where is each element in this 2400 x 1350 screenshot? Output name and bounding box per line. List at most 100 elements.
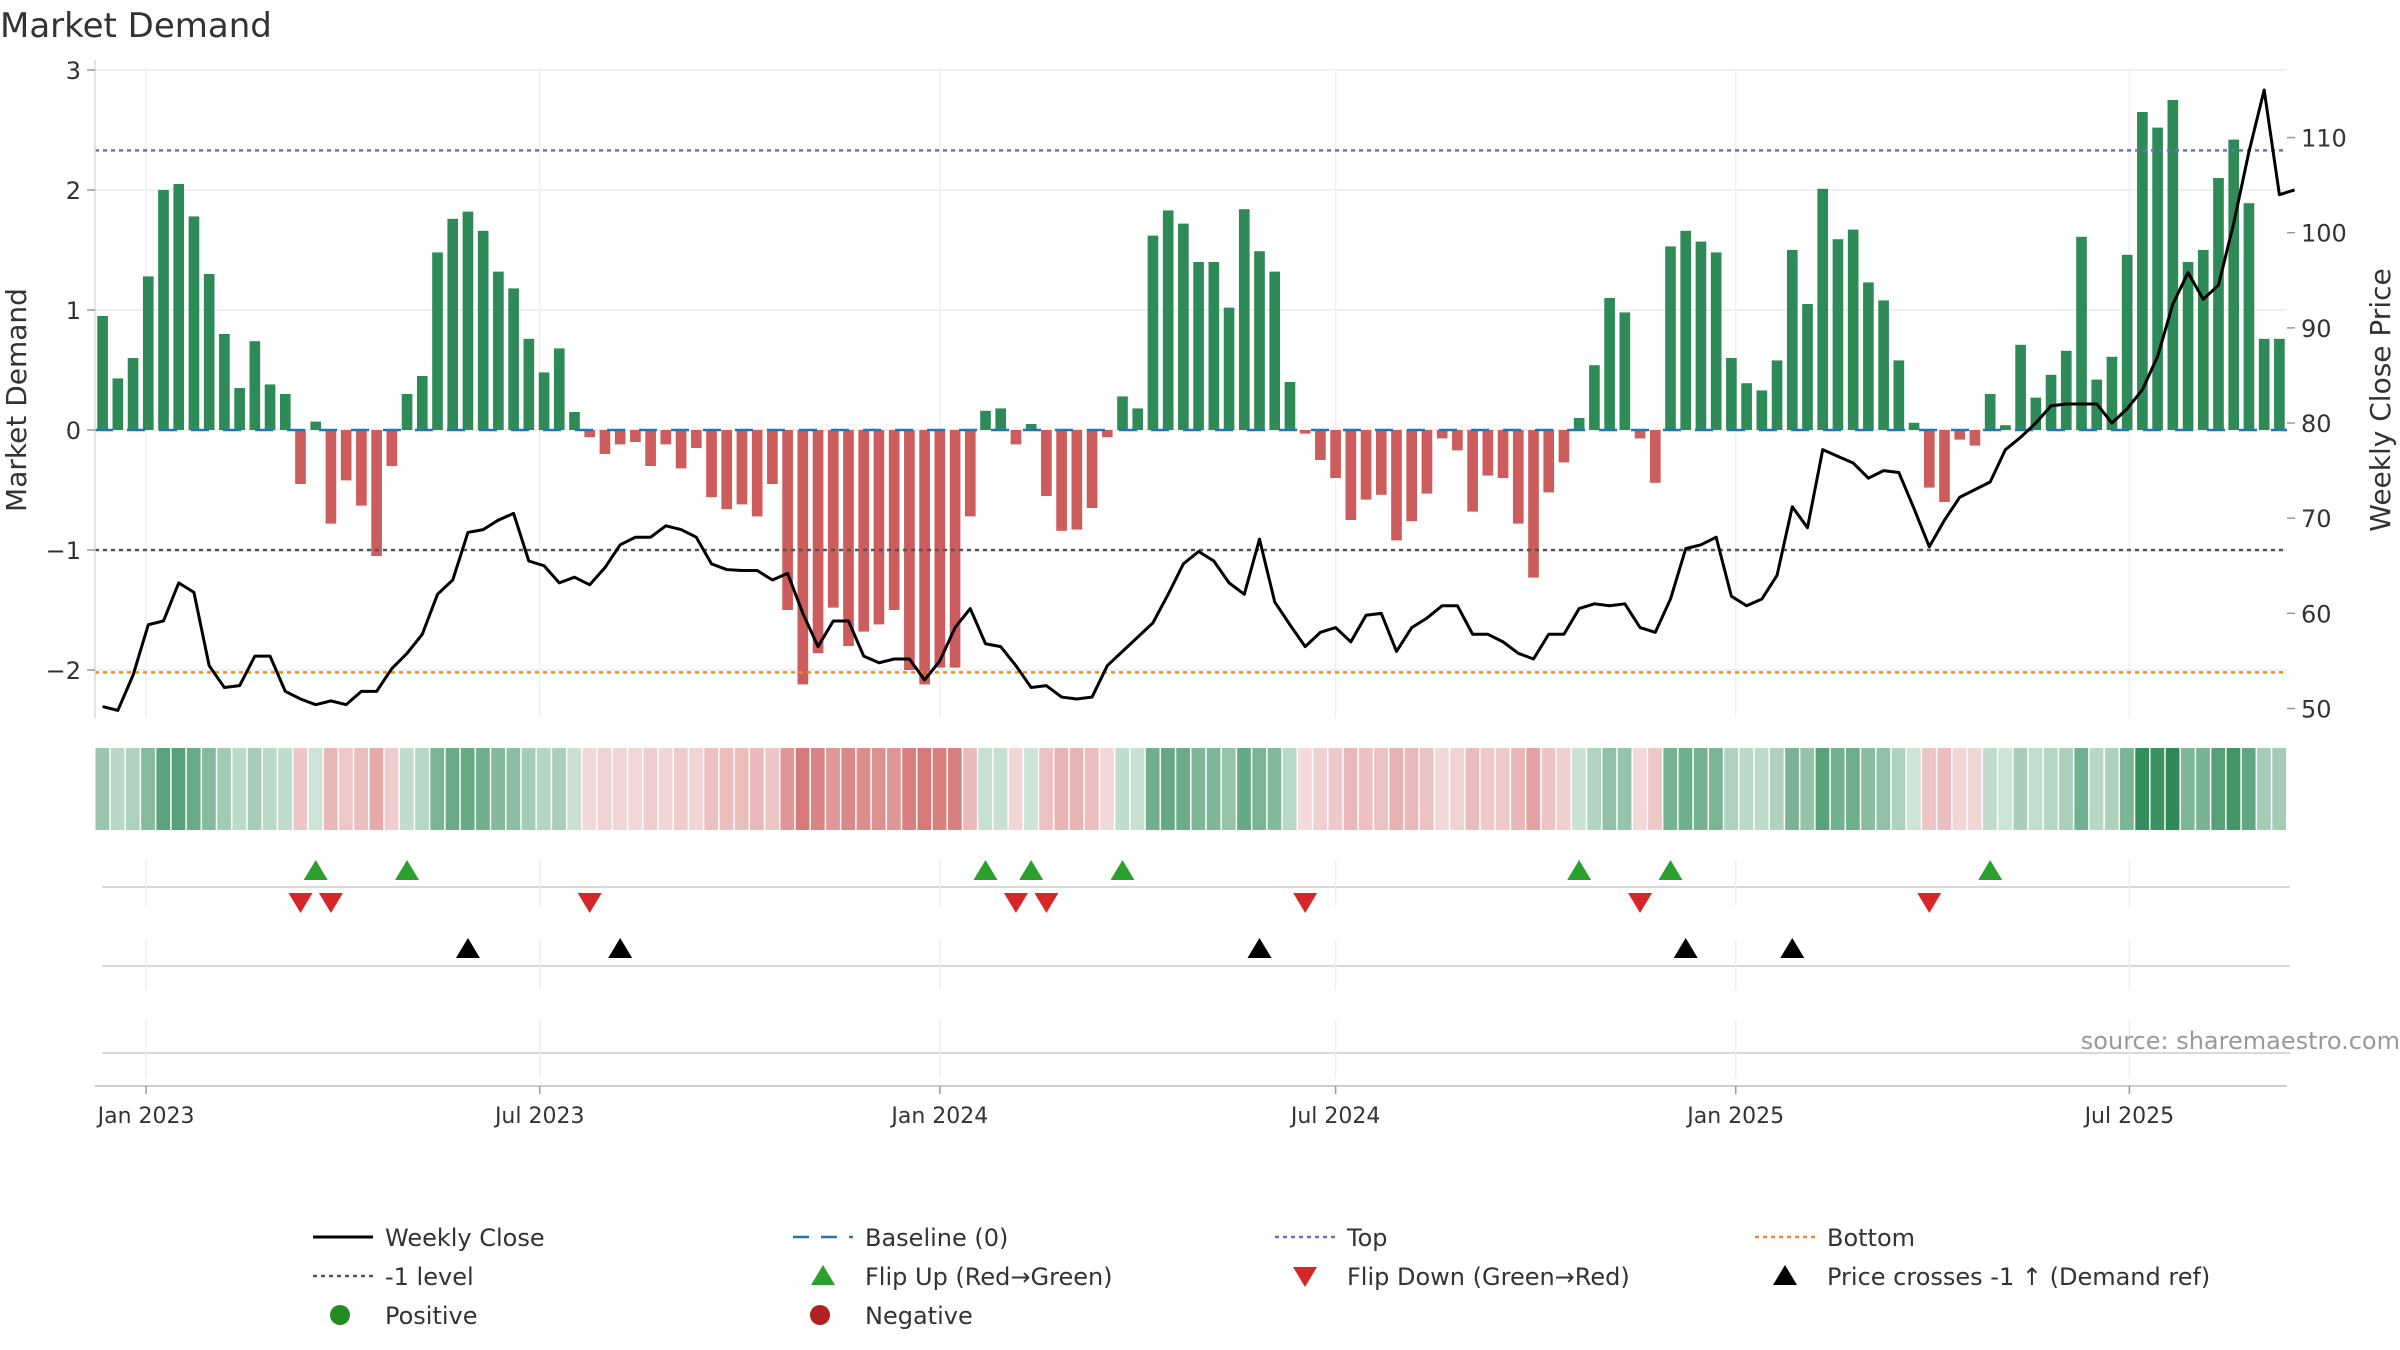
positive-demand-bar bbox=[112, 378, 124, 430]
flip-down-marker bbox=[1628, 893, 1653, 913]
x-tick-label: Jan 2023 bbox=[96, 1104, 195, 1129]
y-tick-label: 1 bbox=[66, 297, 81, 325]
y-axis-label: Market Demand bbox=[0, 288, 33, 512]
strip-cell-positive bbox=[1176, 748, 1190, 830]
flip-up-marker bbox=[1658, 860, 1683, 880]
flip-up-marker bbox=[1567, 860, 1592, 880]
flip-down-marker bbox=[1003, 893, 1028, 913]
legend-item: Price crosses -1 ↑ (Demand ref) bbox=[1773, 1263, 2210, 1291]
negative-demand-bar bbox=[1467, 430, 1478, 512]
strip-cell-positive bbox=[1983, 748, 1997, 830]
strip-cell-positive bbox=[2165, 748, 2180, 830]
strip-cell-negative bbox=[1648, 748, 1662, 830]
positive-demand-bar bbox=[1665, 246, 1676, 430]
y2-tick-label: 80 bbox=[2301, 410, 2332, 438]
negative-demand-bar bbox=[356, 430, 367, 506]
strip-cell-positive bbox=[978, 748, 993, 830]
strip-cell-positive bbox=[308, 748, 323, 830]
positive-demand-bar bbox=[2030, 397, 2042, 430]
positive-demand-bar bbox=[1832, 239, 1844, 430]
flip-down-legend-icon bbox=[1293, 1267, 1317, 1287]
strip-cell-positive bbox=[1769, 748, 1784, 830]
strip-cell-negative bbox=[1952, 748, 1967, 830]
strip-cell-positive bbox=[2059, 748, 2073, 830]
y-tick-label: 3 bbox=[66, 57, 81, 85]
axes: 3 2 1 0 −1 −2 110 100 90 80 70 60 50 bbox=[46, 57, 2347, 723]
strip-cell-positive bbox=[1206, 748, 1221, 830]
strip-cell-negative bbox=[1450, 748, 1464, 830]
flip-down-marker bbox=[577, 893, 602, 913]
strip-cell-positive bbox=[1830, 748, 1845, 830]
strip-cell-negative bbox=[704, 748, 719, 830]
positive-demand-bar bbox=[2137, 112, 2148, 430]
y2-tick-label: 50 bbox=[2301, 695, 2332, 723]
negative-demand-bar bbox=[843, 430, 854, 646]
strip-cell-positive bbox=[399, 748, 414, 830]
negative-demand-bar bbox=[1330, 430, 1341, 478]
negative-demand-bar bbox=[1345, 430, 1357, 520]
strip-cell-negative bbox=[1374, 748, 1388, 830]
strip-cell-negative bbox=[871, 748, 886, 830]
negative-demand-bar bbox=[736, 430, 748, 505]
strip-cell-negative bbox=[1495, 748, 1510, 830]
strip-cell-positive bbox=[262, 748, 277, 830]
negative-demand-bar bbox=[1649, 430, 1661, 483]
positive-demand-bar bbox=[1208, 262, 1220, 430]
strip-cell-negative bbox=[1465, 748, 1480, 830]
negative-demand-bar bbox=[751, 430, 763, 517]
strip-cell-negative bbox=[887, 748, 901, 830]
y2-tick-label: 90 bbox=[2301, 315, 2332, 343]
legend-label: -1 level bbox=[385, 1263, 474, 1291]
negative-demand-bar bbox=[1497, 430, 1509, 478]
strip-cell-positive bbox=[2120, 748, 2134, 830]
positive-demand-bar bbox=[1771, 360, 1783, 430]
positive-demand-bar bbox=[2015, 344, 2026, 430]
negative-demand-bar bbox=[827, 430, 839, 608]
positive-demand-bar bbox=[1619, 312, 1631, 430]
strip-cell-negative bbox=[780, 748, 795, 830]
flip-down-marker bbox=[1293, 893, 1318, 913]
strip-cell-positive bbox=[156, 748, 171, 830]
strip-cell-negative bbox=[1541, 748, 1556, 830]
strip-cell-positive bbox=[2257, 748, 2271, 830]
strip-cell-positive bbox=[125, 748, 140, 830]
legend-label: Negative bbox=[865, 1302, 973, 1330]
strip-cell-negative bbox=[1511, 748, 1525, 830]
positive-demand-bar bbox=[2045, 374, 2057, 430]
positive-demand-bar bbox=[2060, 350, 2072, 430]
legend-label: Positive bbox=[385, 1302, 478, 1330]
positive-demand-bar bbox=[2228, 139, 2240, 430]
legend-item: Flip Up (Red→Green) bbox=[811, 1263, 1113, 1291]
strip-cell-positive bbox=[1800, 748, 1815, 830]
x-tick-label: Jan 2024 bbox=[889, 1104, 988, 1129]
positive-demand-bar bbox=[1741, 383, 1752, 430]
strip-cell-negative bbox=[1313, 748, 1327, 830]
price-cross-marker bbox=[1673, 938, 1698, 958]
positive-demand-bar bbox=[127, 358, 139, 430]
positive-demand-bar bbox=[462, 211, 474, 430]
negative-demand-bar bbox=[1375, 430, 1387, 495]
strip-cell-negative bbox=[354, 748, 368, 830]
negative-demand-bar bbox=[858, 430, 870, 632]
negative-demand-bar bbox=[706, 430, 717, 498]
strip-cell-positive bbox=[476, 748, 490, 830]
strip-cell-negative bbox=[1343, 748, 1358, 830]
negative-demand-bar bbox=[767, 430, 778, 484]
negative-demand-bar bbox=[295, 430, 306, 484]
strip-cell-positive bbox=[430, 748, 445, 830]
negative-demand-bar bbox=[1421, 430, 1433, 494]
positive-demand-bar bbox=[310, 421, 322, 430]
strip-cell-negative bbox=[795, 748, 810, 830]
positive-demand-bar bbox=[1254, 251, 1265, 430]
negative-demand-bar bbox=[812, 430, 824, 654]
y-tick-label: 0 bbox=[66, 417, 81, 445]
legend-item: Baseline (0) bbox=[793, 1224, 1008, 1252]
negative-demand-bar bbox=[340, 430, 352, 481]
price-cross-marker bbox=[1780, 938, 1805, 958]
strip-cell-positive bbox=[1282, 748, 1297, 830]
positive-demand-bar bbox=[1025, 424, 1037, 430]
positive-demand-bar bbox=[188, 216, 200, 430]
positive-demand-bar bbox=[1695, 241, 1707, 430]
strip-cell-negative bbox=[323, 748, 338, 830]
x-tick-label: Jul 2023 bbox=[493, 1104, 585, 1129]
